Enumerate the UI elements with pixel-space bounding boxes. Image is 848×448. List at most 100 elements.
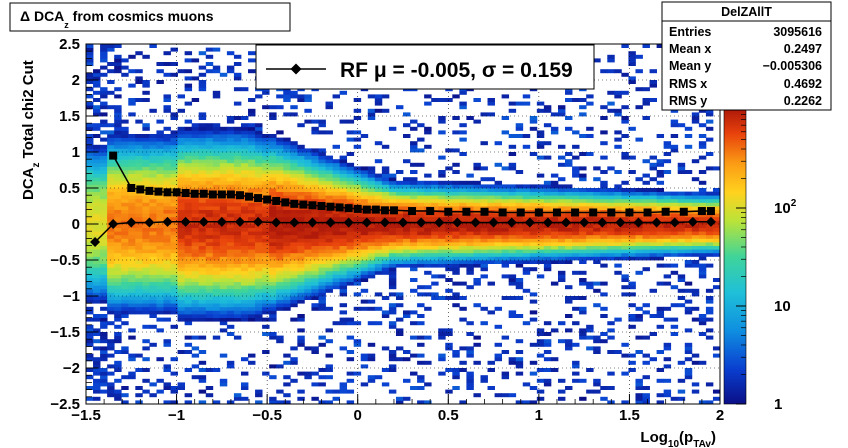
heatmap-cell [297,209,305,214]
heatmap-cell [318,191,326,196]
heatmap-cell [163,180,171,185]
heatmap-cell [248,306,256,311]
heatmap-cell [677,378,686,383]
mean-point [343,217,354,228]
heatmap-cell [128,141,136,146]
heatmap-cell [100,119,108,124]
heatmap-cell [424,263,432,268]
heatmap-cell [557,252,566,257]
heatmap-cell [410,386,418,390]
heatmap-cell [712,396,720,401]
heatmap-cell [508,252,517,257]
heatmap-cell [86,191,94,196]
heatmap-cell [219,249,228,254]
heatmap-cell [367,94,376,99]
heatmap-cell [424,188,432,192]
heatmap-cell [205,288,214,293]
heatmap-cell [184,281,193,286]
heatmap-cell [557,270,566,275]
heatmap-cell [543,245,552,250]
heatmap-cell [114,105,122,110]
heatmap-cell [600,234,608,239]
heatmap-cell [121,58,129,63]
heatmap-cell [304,270,312,275]
heatmap-cell [135,191,143,196]
heatmap-cell [135,234,143,239]
heatmap-cell [536,216,545,221]
heatmap-cell [494,227,503,232]
heatmap-cell [184,119,193,124]
heatmap-cell [353,98,362,102]
heatmap-cell [269,148,277,153]
heatmap-cell [177,69,186,74]
heatmap-cell [269,303,277,308]
heatmap-cell [269,173,277,178]
heatmap-cell [107,206,115,210]
heatmap-cell [431,202,439,207]
heatmap-cell [684,249,693,254]
heatmap-cell [318,213,326,218]
heatmap-cell [621,188,629,192]
heatmap-cell [684,134,693,138]
heatmap-cell [276,227,284,232]
heatmap-cell [269,267,277,272]
heatmap-cell [318,173,326,178]
heatmap-cell [248,360,256,365]
heatmap-cell [233,285,242,290]
heatmap-cell [381,256,390,261]
heatmap-cell [325,166,333,171]
heatmap-cell [445,184,453,189]
heatmap-cell [177,94,186,99]
heatmap-cell [255,242,263,246]
heatmap-cell [311,166,319,171]
mean-point [687,216,698,227]
heatmap-cell [508,281,517,286]
heatmap-cell [304,209,312,214]
heatmap-cell [381,260,390,264]
heatmap-cell [494,234,503,239]
heatmap-cell [184,335,193,340]
chart-title: Δ DCAz from cosmics muons [20,8,214,30]
heatmap-cell [388,310,397,315]
heatmap-cell [233,396,242,401]
heatmap-cell [191,260,200,264]
heatmap-cell [712,278,720,282]
heatmap-cell [269,274,277,279]
heatmap-cell [311,177,319,182]
heatmap-cell [395,357,404,362]
heatmap-cell [339,245,348,250]
heatmap-cell [487,98,495,102]
heatmap-cell [487,101,495,106]
heatmap-cell [128,234,136,239]
heatmap-cell [311,267,319,272]
heatmap-cell [424,130,432,135]
heatmap-cell [501,94,510,99]
heatmap-cell [142,296,150,300]
heatmap-cell [614,112,622,117]
heatmap-cell [565,328,573,333]
heatmap-cell [635,234,643,239]
heatmap-cell [135,306,143,311]
heatmap-cell [360,166,369,171]
heatmap-cell [226,69,235,74]
heatmap-cell [290,245,298,250]
heatmap-cell [184,227,193,232]
heatmap-cell [557,242,566,246]
heatmap-cell [262,249,270,254]
heatmap-cell [318,166,326,171]
heatmap-cell [508,231,517,236]
rms-point [172,188,181,197]
heatmap-cell [424,216,432,221]
heatmap-cell [212,152,221,156]
heatmap-cell [290,357,298,362]
heatmap-cell [642,191,650,196]
heatmap-cell [191,123,200,128]
heatmap-cell [156,195,164,200]
heatmap-cell [170,270,178,275]
heatmap-cell [543,249,552,254]
heatmap-cell [93,360,101,365]
heatmap-cell [466,173,474,178]
heatmap-cell [135,119,143,124]
rms-point [661,207,670,216]
heatmap-cell [177,238,186,243]
